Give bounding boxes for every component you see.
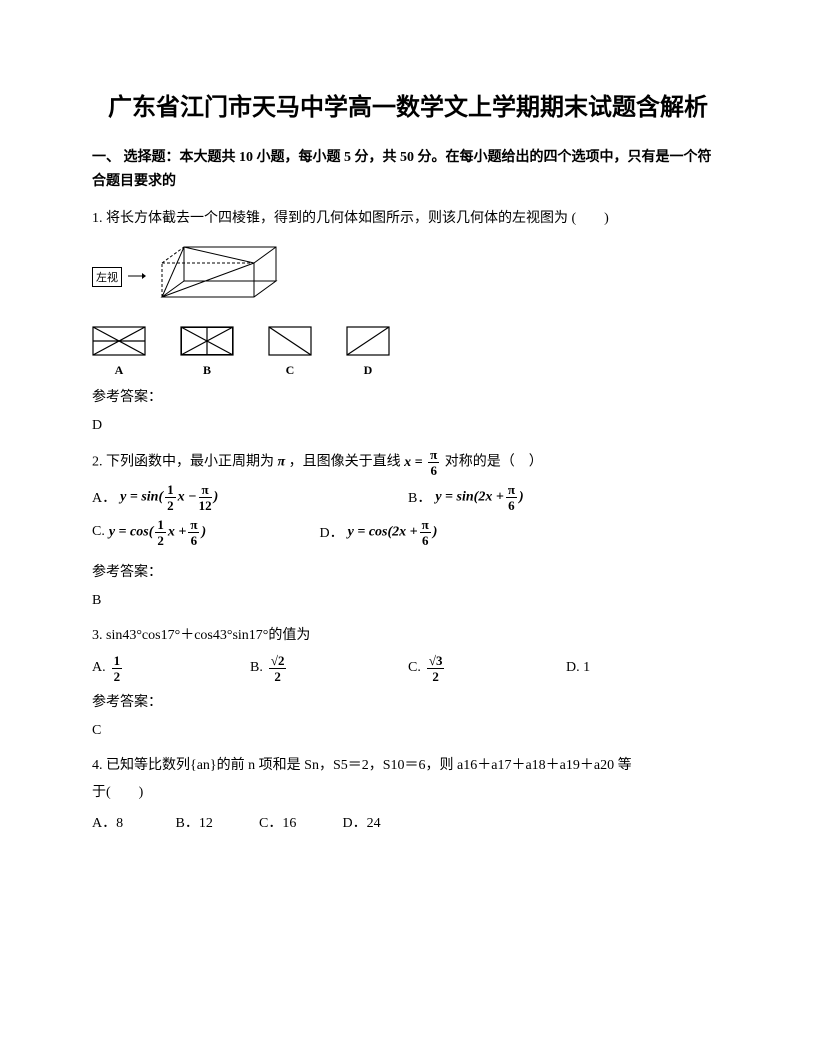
- option-d-icon: [346, 326, 390, 356]
- q2-pi: π: [278, 455, 286, 470]
- q4-text-1: 4. 已知等比数列{an}的前 n 项和是 Sn，S5＝2，S10＝6，则 a1…: [92, 753, 724, 778]
- q1-options-row: A B C D: [92, 326, 724, 378]
- q2-option-a: A． y = sin(12x −π12): [92, 483, 408, 512]
- q3-b-prefix: B.: [250, 660, 263, 676]
- q3-b-frac: √22: [269, 654, 287, 683]
- q3-a-prefix: A.: [92, 660, 106, 676]
- q4-opt-b: B．12: [176, 811, 256, 836]
- q2-option-d: D． y = cos(2x +π6): [320, 518, 636, 547]
- q3-text: 3. sin43°cos17°＋cos43°sin17°的值为: [92, 623, 724, 648]
- q4-options: A．8 B．12 C．16 D．24: [92, 811, 724, 836]
- q2-d-formula: y = cos(2x +π6): [348, 518, 438, 547]
- q1-option-c: C: [268, 326, 312, 378]
- solid-figure-icon: [154, 239, 284, 316]
- arrow-right-icon: [128, 268, 146, 286]
- q2-text: 2. 下列函数中，最小正周期为 π ，且图像关于直线 x = π6 对称的是（ …: [92, 448, 724, 477]
- section-heading: 一、 选择题：本大题共 10 小题，每小题 5 分，共 50 分。在每小题给出的…: [92, 146, 724, 194]
- q3-option-c: C. √32: [408, 654, 566, 683]
- q2-options: A． y = sin(12x −π12) B． y = sin(2x +π6) …: [92, 483, 724, 553]
- q1-opt-d-label: D: [346, 363, 390, 378]
- q3-answer: C: [92, 723, 724, 739]
- q1-opt-a-label: A: [92, 363, 146, 378]
- q2-a-prefix: A．: [92, 487, 116, 507]
- q3-d-prefix: D. 1: [566, 660, 590, 676]
- q3-c-frac: √32: [427, 654, 445, 683]
- q3-answer-label: 参考答案：: [92, 691, 724, 711]
- q1-opt-c-label: C: [268, 363, 312, 378]
- q2-suffix: 对称的是（ ）: [445, 455, 543, 470]
- q3-option-a: A. 12: [92, 654, 250, 683]
- q2-option-b: B． y = sin(2x +π6): [408, 483, 724, 512]
- left-view-label: 左视: [92, 267, 122, 287]
- q4-opt-a: A．8: [92, 811, 172, 836]
- q1-answer: D: [92, 418, 724, 434]
- option-a-icon: [92, 326, 146, 356]
- q4-opt-d: D．24: [343, 811, 423, 836]
- q1-opt-b-label: B: [180, 363, 234, 378]
- q2-xeq: x = π6: [404, 455, 445, 470]
- q3-a-frac: 12: [112, 654, 123, 683]
- q2-option-c: C. y = cos(12x +π6): [92, 518, 320, 547]
- q2-frac-pi6: π6: [428, 448, 439, 477]
- q2-answer-label: 参考答案：: [92, 561, 724, 581]
- option-c-icon: [268, 326, 312, 356]
- q2-xeq-text: x =: [404, 455, 422, 470]
- q1-text: 1. 将长方体截去一个四棱锥，得到的几何体如图所示，则该几何体的左视图为 ( ): [92, 206, 724, 231]
- q2-d-prefix: D．: [320, 522, 344, 542]
- option-b-icon: [180, 326, 234, 356]
- q4-opt-c: C．16: [259, 811, 339, 836]
- q4-text-2: 于( ): [92, 780, 724, 805]
- q1-main-figure: 左视: [92, 239, 724, 316]
- q2-answer: B: [92, 593, 724, 609]
- q2-prefix: 2. 下列函数中，最小正周期为: [92, 455, 274, 470]
- q2-b-formula: y = sin(2x +π6): [435, 483, 523, 512]
- q2-c-formula: y = cos(12x +π6): [109, 518, 206, 547]
- q1-option-a: A: [92, 326, 146, 378]
- q2-mid: ，且图像关于直线: [289, 455, 401, 470]
- q3-option-b: B. √22: [250, 654, 408, 683]
- q1-answer-label: 参考答案：: [92, 386, 724, 406]
- q1-option-d: D: [346, 326, 390, 378]
- q2-c-prefix: C.: [92, 524, 105, 540]
- exam-page: 广东省江门市天马中学高一数学文上学期期末试题含解析 一、 选择题：本大题共 10…: [0, 0, 816, 883]
- q2-b-prefix: B．: [408, 487, 431, 507]
- q2-a-formula: y = sin(12x −π12): [120, 483, 218, 512]
- q3-c-prefix: C.: [408, 660, 421, 676]
- page-title: 广东省江门市天马中学高一数学文上学期期末试题含解析: [92, 90, 724, 126]
- q3-option-d: D. 1: [566, 660, 724, 676]
- q3-options: A. 12 B. √22 C. √32 D. 1: [92, 654, 724, 683]
- q1-option-b: B: [180, 326, 234, 378]
